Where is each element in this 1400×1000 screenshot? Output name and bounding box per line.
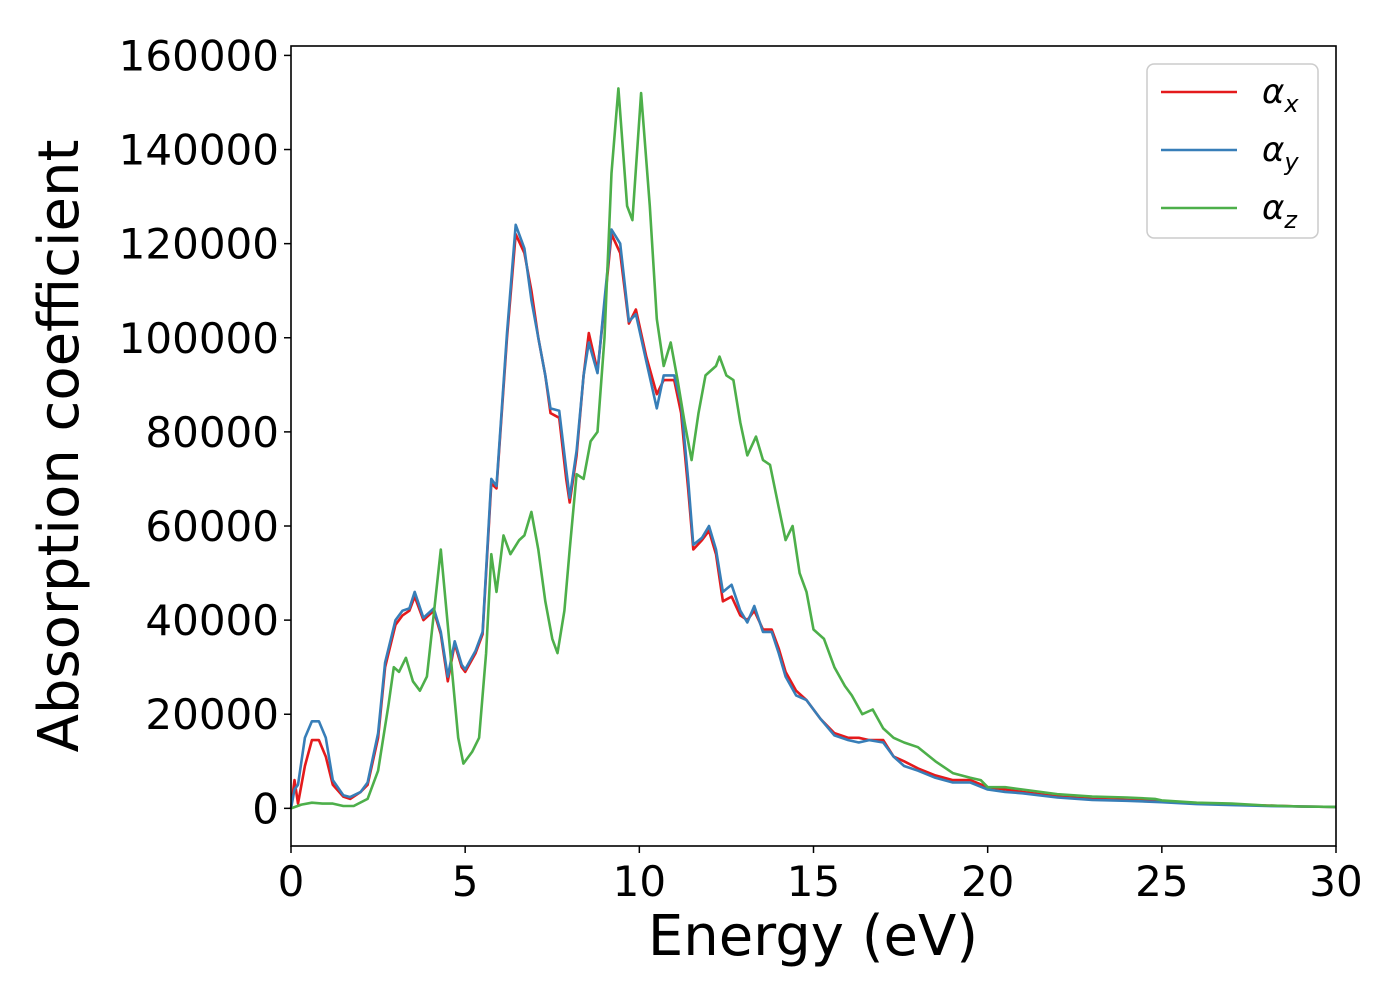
x-tick-label: 5: [452, 857, 479, 906]
x-tick-label: 30: [1309, 857, 1362, 906]
y-tick-label: 120000: [119, 220, 279, 269]
y-axis-label: Absorption coefficient: [27, 140, 92, 753]
x-tick-label: 15: [787, 857, 840, 906]
series-line-x: [289, 232, 1337, 809]
series-line-y: [289, 223, 1337, 809]
y-tick-label: 80000: [145, 408, 279, 457]
legend-subscript: z: [1283, 206, 1298, 234]
y-tick-label: 0: [252, 784, 279, 833]
x-tick-label: 25: [1135, 857, 1188, 906]
legend-subscript: x: [1283, 90, 1299, 118]
x-axis-ticks: 0 5 10 15 20 25 30: [278, 846, 1363, 906]
legend-label-y: αy: [1262, 130, 1299, 176]
y-tick-label: 40000: [145, 596, 279, 645]
series-line-z: [290, 87, 1337, 810]
series-layer: [289, 87, 1337, 810]
y-axis-ticks: 0 20000 40000 60000 80000 100000 120000 140000 1…: [119, 31, 291, 833]
y-tick-label: 160000: [119, 31, 279, 80]
y-tick-label: 100000: [119, 314, 279, 363]
y-tick-label: 20000: [145, 690, 279, 739]
legend-subscript: y: [1283, 148, 1299, 176]
y-tick-label: 60000: [145, 502, 279, 551]
x-tick-label: 0: [278, 857, 305, 906]
x-tick-label: 10: [613, 857, 666, 906]
y-tick-label: 140000: [119, 126, 279, 175]
x-axis-label: Energy (eV): [648, 904, 978, 969]
x-tick-label: 20: [961, 857, 1014, 906]
